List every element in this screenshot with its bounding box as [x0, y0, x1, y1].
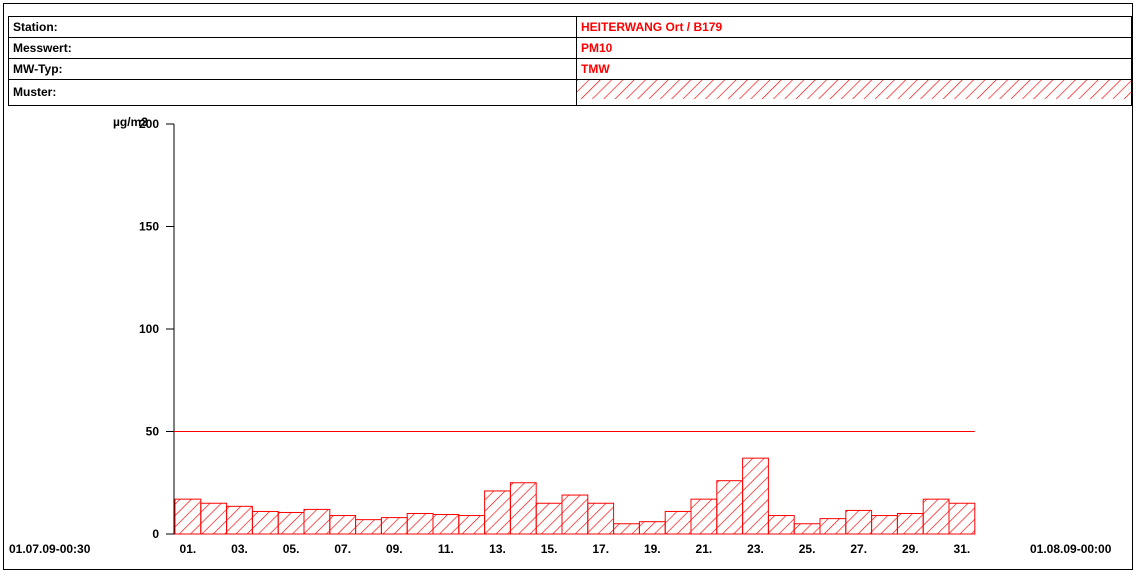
bar — [356, 520, 382, 534]
x-tick-label: 11. — [438, 542, 454, 556]
bar — [510, 483, 536, 534]
x-ticks: 01. 03. 05. 07. 09. 11. 13. 15. 17. 19. 21. 23. 25. 2… — [180, 542, 971, 556]
bar — [820, 519, 846, 534]
bar — [485, 491, 511, 534]
bar — [201, 503, 227, 534]
x-tick-label: 07. — [334, 542, 351, 556]
bar — [897, 514, 923, 535]
bar — [536, 503, 562, 534]
x-end-label: 01.08.09-00:00 — [1030, 542, 1112, 556]
x-tick-label: 09. — [386, 542, 403, 556]
bar — [588, 503, 614, 534]
y-ticks: 0 50 100 150 200 — [139, 117, 174, 541]
x-tick-label: 23. — [747, 542, 764, 556]
y-tick-label: 200 — [139, 117, 159, 131]
bar — [227, 506, 253, 534]
x-tick-label: 01. — [180, 542, 197, 556]
y-tick-label: 100 — [139, 322, 159, 336]
y-tick-label: 0 — [152, 527, 159, 541]
bar — [665, 511, 691, 534]
bar — [846, 510, 872, 534]
bars — [175, 458, 975, 534]
x-tick-label: 15. — [541, 542, 558, 556]
x-tick-label: 31. — [954, 542, 971, 556]
x-tick-label: 03. — [231, 542, 248, 556]
x-tick-label: 25. — [799, 542, 816, 556]
bar — [717, 481, 743, 534]
bar — [872, 516, 898, 534]
y-tick-label: 150 — [139, 220, 159, 234]
x-tick-label: 17. — [592, 542, 609, 556]
bar — [278, 512, 304, 534]
x-tick-label: 29. — [902, 542, 919, 556]
x-tick-label: 05. — [283, 542, 300, 556]
bar — [768, 516, 794, 534]
bar — [691, 499, 717, 534]
bar — [923, 499, 949, 534]
bar — [381, 518, 407, 534]
bar — [949, 503, 975, 534]
bar — [330, 516, 356, 534]
y-tick-label: 50 — [146, 425, 160, 439]
bar — [407, 514, 433, 535]
bar — [743, 458, 769, 534]
bar — [175, 499, 201, 534]
bar — [639, 522, 665, 534]
bar — [794, 524, 820, 534]
bar — [614, 524, 640, 534]
x-tick-label: 13. — [489, 542, 506, 556]
x-tick-label: 21. — [696, 542, 713, 556]
bar — [433, 515, 459, 534]
x-tick-label: 27. — [850, 542, 867, 556]
bar — [459, 516, 485, 534]
bar — [252, 511, 278, 534]
bar — [304, 509, 330, 534]
x-tick-label: 19. — [644, 542, 661, 556]
bar — [562, 495, 588, 534]
x-start-label: 01.07.09-00:30 — [9, 542, 91, 556]
